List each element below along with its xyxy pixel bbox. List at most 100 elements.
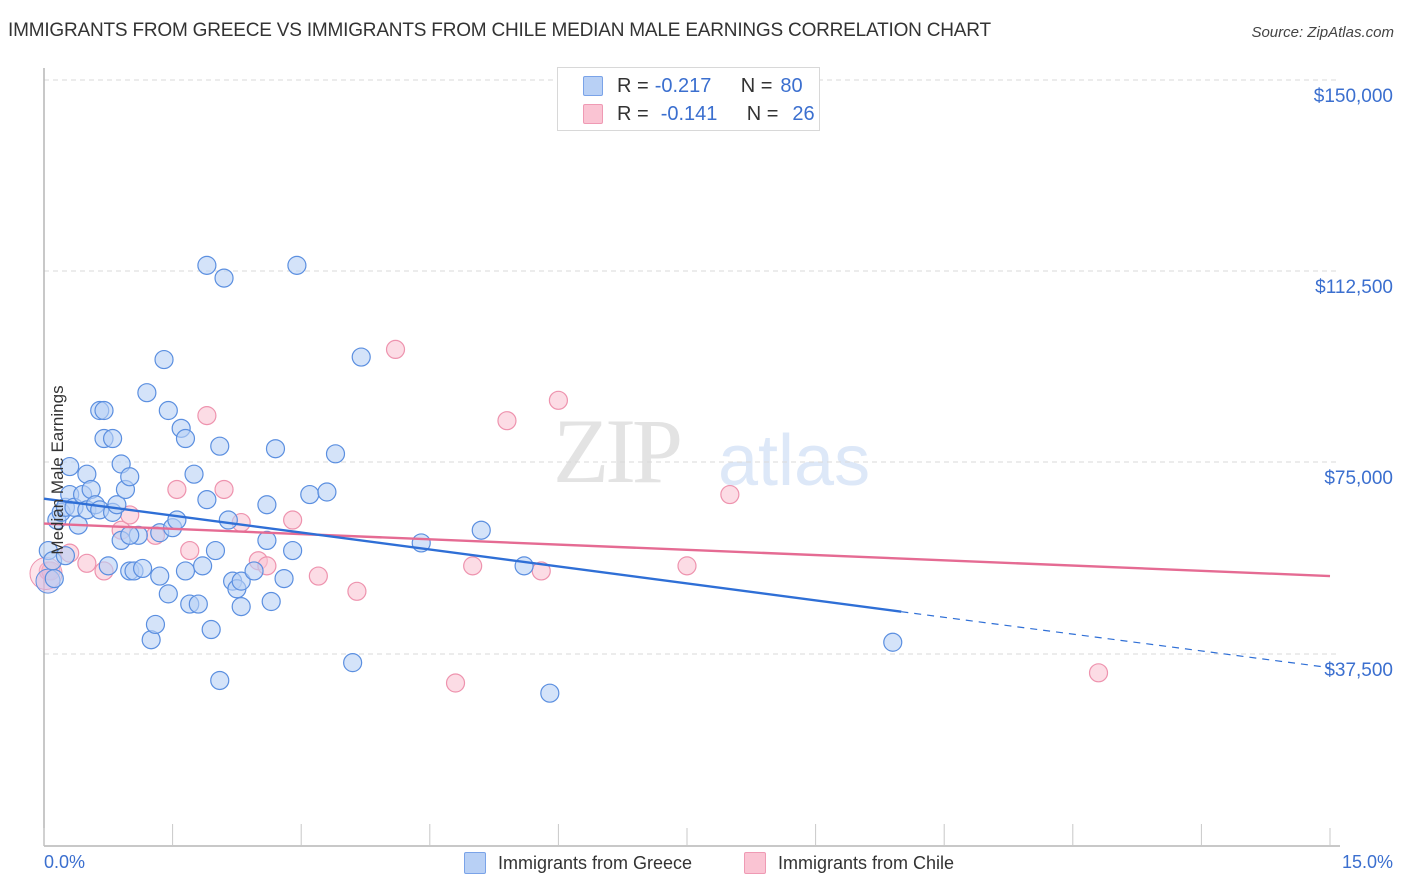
data-point	[175, 561, 196, 581]
data-point	[197, 406, 217, 426]
greece-points	[38, 255, 903, 703]
y-tick-112500: $112,500	[1315, 277, 1393, 298]
data-point	[463, 556, 483, 576]
data-point	[548, 390, 569, 410]
n-label: N =	[746, 102, 779, 125]
legend-row-chile: R = -0.141 N = 26	[583, 102, 815, 126]
data-point	[514, 556, 534, 576]
data-point	[158, 400, 178, 421]
data-point	[193, 556, 213, 576]
watermark-zip: ZIP	[553, 400, 683, 502]
data-point	[351, 347, 371, 367]
data-point	[308, 566, 328, 586]
n-value: 26	[792, 102, 815, 125]
data-point	[167, 479, 187, 500]
axes	[43, 68, 1340, 847]
correlation-legend: R = -0.217 N = 80 R = -0.141 N = 26	[557, 67, 820, 131]
n-value: 80	[780, 74, 803, 97]
data-point	[180, 540, 200, 561]
greece-swatch-icon	[583, 76, 603, 96]
data-point	[145, 614, 166, 635]
data-point	[347, 581, 367, 601]
x-tick-min: 0.0%	[44, 852, 86, 872]
data-point	[287, 255, 307, 275]
data-point	[531, 561, 551, 581]
data-point	[55, 546, 76, 566]
trend-lines	[43, 497, 1331, 669]
data-point	[102, 428, 123, 449]
data-point	[231, 571, 251, 591]
data-point	[94, 400, 114, 421]
data-point	[677, 556, 697, 576]
watermark-atlas: atlas	[718, 421, 871, 501]
data-point	[120, 467, 140, 487]
greece-swatch-icon	[464, 852, 486, 874]
x-tick-max: 15.0%	[1341, 852, 1393, 872]
data-point	[210, 670, 230, 691]
data-point	[257, 495, 277, 515]
data-point	[497, 411, 517, 431]
data-point	[132, 558, 153, 579]
data-point	[883, 632, 903, 652]
data-point	[300, 484, 320, 505]
r-value: -0.217	[654, 74, 712, 97]
legend-item-chile[interactable]: Immigrants from Chile	[744, 852, 954, 874]
greece-trend-line	[43, 497, 902, 613]
data-point	[385, 339, 406, 359]
y-tick-37500: $37,500	[1324, 660, 1393, 681]
data-point	[120, 525, 140, 545]
chile-swatch-icon	[583, 104, 603, 124]
data-point	[261, 591, 281, 612]
chile-trend-line	[43, 522, 1331, 578]
data-point	[175, 428, 196, 449]
data-point	[167, 510, 187, 530]
data-point	[1088, 663, 1109, 683]
legend-label-greece: Immigrants from Greece	[498, 852, 693, 873]
r-label: R =	[617, 74, 649, 97]
data-point	[325, 444, 346, 464]
chile-points	[29, 339, 1109, 693]
legend-label-chile: Immigrants from Chile	[778, 852, 955, 873]
legend-item-greece[interactable]: Immigrants from Greece	[464, 852, 692, 874]
data-point	[60, 456, 80, 477]
data-point	[214, 268, 234, 288]
data-point	[77, 553, 97, 573]
data-point	[540, 683, 560, 703]
data-point	[197, 255, 217, 275]
data-point	[188, 594, 208, 614]
r-label: R =	[617, 102, 649, 125]
data-point	[150, 566, 170, 586]
data-point	[137, 383, 157, 403]
r-value: -0.141	[660, 102, 718, 125]
data-point	[98, 556, 118, 576]
data-point	[445, 673, 466, 693]
data-point	[471, 520, 491, 540]
data-point	[184, 464, 204, 484]
data-point	[244, 561, 264, 581]
data-point	[720, 484, 740, 505]
data-point	[44, 568, 64, 589]
n-label: N =	[740, 74, 773, 97]
data-point	[274, 568, 294, 589]
data-point	[218, 510, 238, 530]
y-tick-150000: $150,000	[1313, 86, 1393, 107]
chart-title: IMMIGRANTS FROM GREECE VS IMMIGRANTS FRO…	[8, 20, 991, 41]
source-label: Source: ZipAtlas.com	[1251, 24, 1394, 41]
data-point	[257, 530, 277, 551]
data-point	[201, 619, 221, 640]
data-point	[154, 349, 174, 370]
data-point	[205, 540, 226, 561]
legend-row-greece: R = -0.217 N = 80	[583, 74, 803, 98]
data-point	[265, 439, 286, 459]
data-point	[283, 540, 303, 561]
y-axis-label: Median Male Earnings	[48, 385, 67, 555]
data-point	[317, 482, 337, 502]
data-point	[210, 436, 230, 456]
data-point	[283, 510, 303, 530]
data-point	[197, 490, 217, 510]
data-point	[343, 653, 363, 673]
data-point	[158, 584, 178, 604]
chile-swatch-icon	[744, 852, 766, 874]
greece-trend-extension	[901, 611, 1331, 669]
